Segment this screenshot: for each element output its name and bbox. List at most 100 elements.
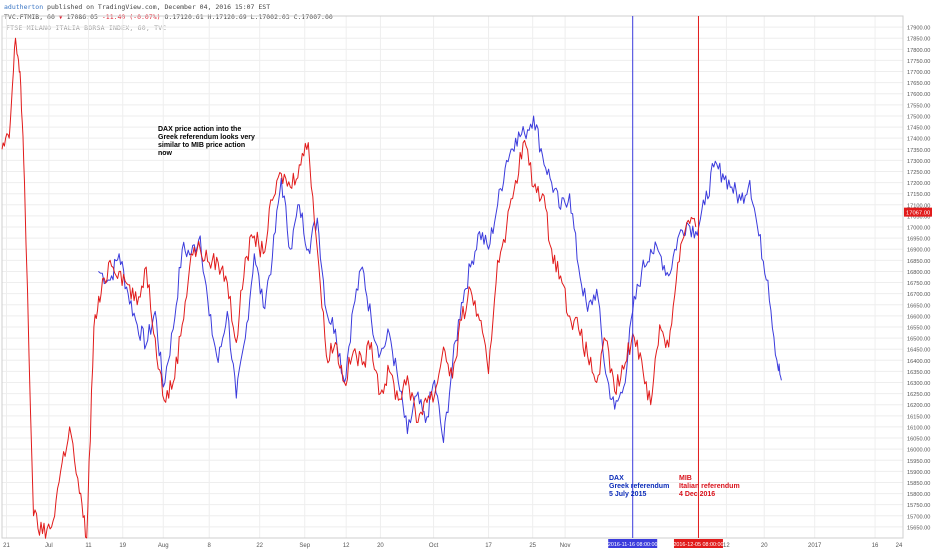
y-tick-label: 17000.00: [907, 226, 930, 232]
current-price-label: 17067.00: [906, 210, 930, 216]
y-tick-label: 16150.00: [907, 414, 930, 420]
x-tick-label: 25: [529, 543, 536, 549]
series-layer: [1, 37, 782, 539]
axis-layer: 15650.00 15700.00 15750.00 15800.00 15850.00…: [3, 26, 932, 549]
note-dax-text: 5 July 2015: [609, 491, 646, 498]
y-tick-label: 16400.00: [907, 359, 930, 365]
y-tick-label: 17600.00: [907, 92, 930, 98]
x-tick-label: Jul: [45, 543, 53, 549]
y-tick-label: 16650.00: [907, 303, 930, 309]
x-tick-label: 22: [256, 543, 263, 549]
note-mib-text: 4 Dec 2016: [679, 491, 715, 498]
x-tick-label: 21: [3, 543, 10, 549]
x-tick-label: 20: [377, 543, 384, 549]
note-mib-text: Italian referendum: [679, 483, 740, 490]
y-tick-label: 17850.00: [907, 37, 930, 43]
x-tick-label: 11: [85, 543, 92, 549]
y-tick-label: 17250.00: [907, 170, 930, 176]
vline-layer: 2016-11-16 08:00:00 2016-12-05 08:00:00: [608, 16, 724, 548]
y-tick-label: 17500.00: [907, 114, 930, 120]
x-tick-label: Nov: [560, 543, 571, 549]
x-tick-label: 12: [343, 543, 350, 549]
y-tick-label: 17550.00: [907, 103, 930, 109]
y-tick-label: 16350.00: [907, 370, 930, 376]
event-date-label: 2016-12-05 08:00:00: [673, 542, 723, 548]
y-tick-label: 16800.00: [907, 270, 930, 276]
y-tick-label: 16850.00: [907, 259, 930, 265]
price-change: -11.40 (-0.07%): [97, 13, 161, 21]
last-price: 17086.05: [62, 13, 98, 21]
y-tick-label: 15950.00: [907, 459, 930, 465]
y-tick-label: 16050.00: [907, 437, 930, 443]
y-tick-label: 17300.00: [907, 159, 930, 165]
y-tick-label: 16750.00: [907, 281, 930, 287]
x-tick-label: 12: [723, 543, 730, 549]
y-tick-label: 15700.00: [907, 514, 930, 520]
y-tick-label: 17050.00: [907, 214, 930, 220]
y-tick-label: 17200.00: [907, 181, 930, 187]
y-tick-label: 16950.00: [907, 237, 930, 243]
x-tick-label: 24: [896, 543, 903, 549]
current-price-badge: [904, 207, 932, 217]
x-tick-label: Aug: [158, 543, 169, 549]
x-tick-label: 19: [119, 543, 126, 549]
grid-layer: [1, 15, 904, 539]
event-date-badge: [608, 539, 658, 548]
y-tick-label: 17650.00: [907, 81, 930, 87]
y-tick-label: 15650.00: [907, 525, 930, 531]
x-tick-label: 17: [485, 543, 492, 549]
y-tick-label: 16450.00: [907, 348, 930, 354]
y-tick-label: 15850.00: [907, 481, 930, 487]
y-tick-label: 17150.00: [907, 192, 930, 198]
y-tick-label: 15750.00: [907, 503, 930, 509]
x-tick-label: 2017: [808, 543, 822, 549]
y-tick-label: 15800.00: [907, 492, 930, 498]
y-tick-label: 16250.00: [907, 392, 930, 398]
y-tick-label: 15900.00: [907, 470, 930, 476]
y-tick-label: 16200.00: [907, 403, 930, 409]
down-arrow-icon: ▼: [58, 13, 63, 21]
plot-border: [1, 15, 904, 539]
symbol-watermark: FTSE MILANO ITALIA BORSA INDEX, 60, TVC: [6, 24, 167, 32]
y-tick-label: 16500.00: [907, 337, 930, 343]
x-tick-label: 8: [208, 543, 212, 549]
x-tick-label: 20: [761, 543, 768, 549]
y-tick-label: 17700.00: [907, 70, 930, 76]
y-tick-label: 17900.00: [907, 26, 930, 32]
y-tick-label: 17800.00: [907, 48, 930, 54]
y-tick-label: 16300.00: [907, 381, 930, 387]
y-tick-label: 16100.00: [907, 425, 930, 431]
series-line-mib: [1, 37, 697, 539]
y-tick-label: 16000.00: [907, 448, 930, 454]
event-date-label: 2016-11-16 08:00:00: [608, 542, 658, 548]
y-tick-label: 16700.00: [907, 292, 930, 298]
y-tick-label: 17450.00: [907, 126, 930, 132]
note-main-text: Greek referendum looks very: [158, 134, 255, 141]
y-tick-label: 16600.00: [907, 314, 930, 320]
note-main-text: DAX price action into the: [158, 126, 241, 133]
note-dax-text: Greek referendum: [609, 483, 669, 490]
y-tick-label: 16900.00: [907, 248, 930, 254]
author-name[interactable]: adutherton: [4, 3, 44, 11]
x-tick-label: Sep: [299, 543, 310, 549]
y-tick-label: 16550.00: [907, 325, 930, 331]
event-date-badge: [673, 539, 723, 548]
y-tick-label: 17750.00: [907, 59, 930, 65]
y-tick-label: 17350.00: [907, 148, 930, 154]
y-tick-label: 17400.00: [907, 137, 930, 143]
symbol-label: TVC:FTMIB, 60: [4, 13, 55, 21]
publish-info: published on TradingView.com, December 0…: [43, 3, 271, 11]
chart-header: adutherton published on TradingView.com,…: [4, 2, 333, 22]
y-tick-label: 17100.00: [907, 203, 930, 209]
x-tick-label: Oct: [429, 543, 439, 549]
x-tick-label: 16: [872, 543, 879, 549]
note-main-text: similar to MIB price action: [158, 142, 245, 149]
ohlc-values: O:17120.61 H:17120.69 L:17002.03 C:17007…: [160, 13, 333, 21]
note-dax-text: DAX: [609, 475, 624, 482]
note-mib-text: MIB: [679, 475, 692, 482]
note-main-text: now: [158, 150, 173, 157]
series-line-dax: [98, 115, 782, 443]
